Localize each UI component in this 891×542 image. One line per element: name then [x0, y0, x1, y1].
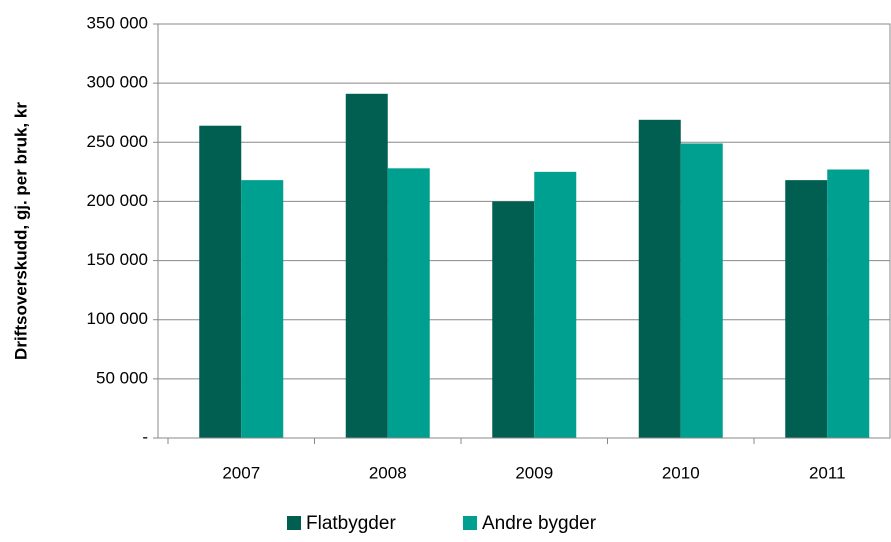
y-tick-label: 300 000: [87, 73, 148, 92]
y-axis-label: Driftsoverskudd, gj. per bruk, kr: [11, 102, 30, 360]
bar: [492, 201, 535, 438]
bar: [241, 180, 284, 438]
y-tick-label: 200 000: [87, 191, 148, 210]
y-tick-label: 250 000: [87, 132, 148, 151]
legend-swatch: [463, 516, 477, 530]
y-tick-label: 100 000: [87, 309, 148, 328]
x-tick-label: 2010: [662, 463, 700, 482]
x-tick-label: 2009: [515, 463, 553, 482]
bar: [680, 143, 723, 438]
y-tick-label: 350 000: [87, 13, 148, 32]
bar: [345, 93, 388, 438]
x-tick-label: 2011: [809, 463, 846, 482]
y-tick-label: 150 000: [87, 250, 148, 269]
y-tick-label: -: [142, 427, 148, 446]
x-tick-label: 2008: [369, 463, 407, 482]
legend-swatch: [287, 516, 301, 530]
legend-label: Andre bygder: [482, 513, 597, 534]
bar: [638, 119, 681, 438]
bar: [199, 125, 242, 439]
y-tick-label: 50 000: [96, 368, 148, 387]
bar: [827, 169, 870, 438]
legend-label: Flatbygder: [306, 513, 396, 534]
bar: [785, 180, 828, 438]
bar: [534, 171, 577, 438]
bar: [387, 168, 430, 438]
x-tick-label: 2007: [222, 463, 260, 482]
